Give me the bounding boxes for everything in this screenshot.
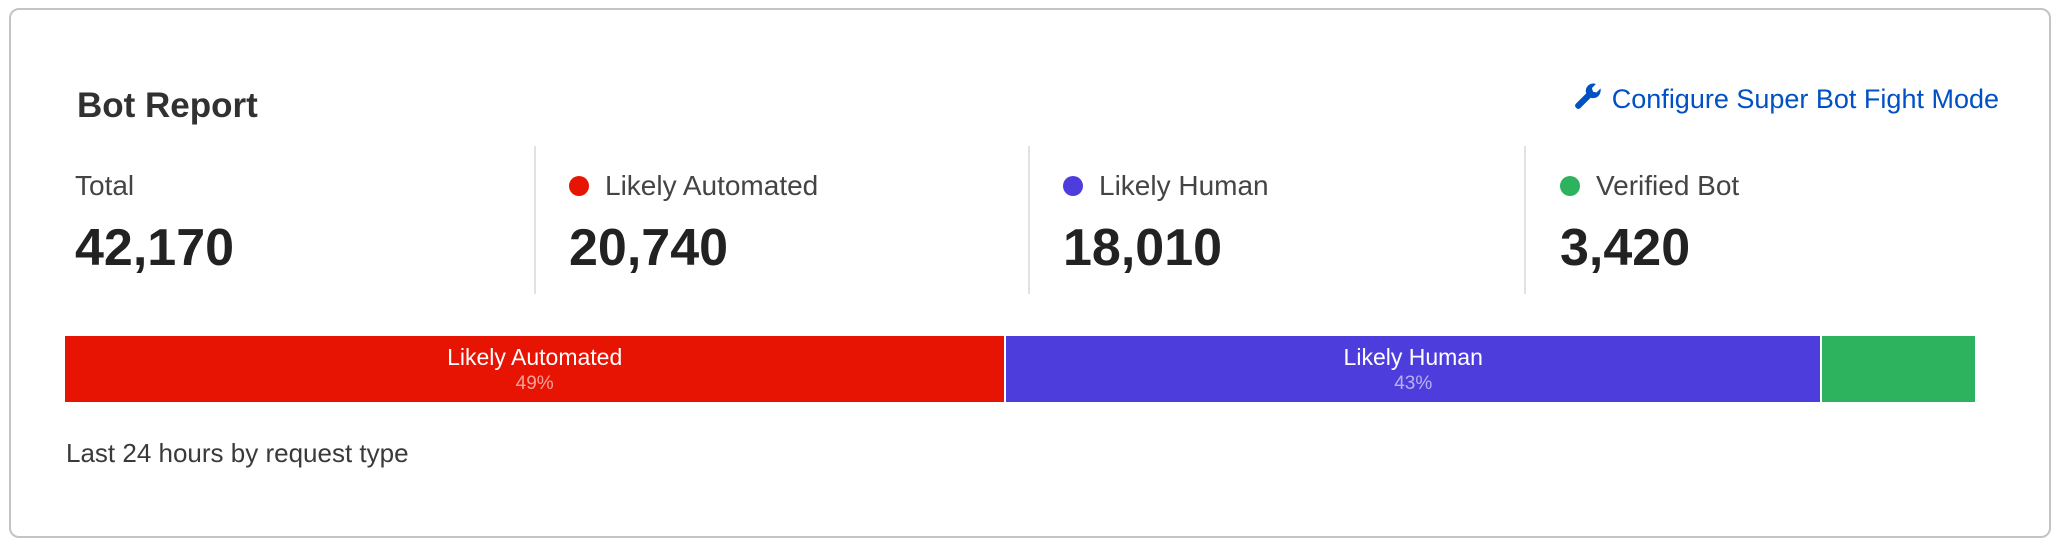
stat-value: 3,420 xyxy=(1560,219,1691,277)
bar-segment[interactable]: Likely Human 43% xyxy=(1004,336,1821,402)
blue-dot-icon xyxy=(1063,176,1083,196)
segment-percent: 43% xyxy=(1394,373,1433,394)
footer-caption: Last 24 hours by request type xyxy=(66,438,409,468)
wrench-icon xyxy=(1574,82,1602,117)
stat-label: Verified Bot xyxy=(1596,170,1740,201)
configure-super-bot-fight-mode-link[interactable]: Configure Super Bot Fight Mode xyxy=(1574,82,1999,117)
green-dot-icon xyxy=(1560,176,1580,196)
red-dot-icon xyxy=(569,176,589,196)
configure-link-label: Configure Super Bot Fight Mode xyxy=(1611,84,1999,114)
divider xyxy=(534,146,536,294)
segment-label: Likely Human xyxy=(1343,344,1483,370)
bar-segment[interactable] xyxy=(1820,336,1975,402)
segment-label: Likely Automated xyxy=(447,344,623,370)
divider xyxy=(1524,146,1526,294)
divider xyxy=(1028,146,1030,294)
stat-label: Likely Automated xyxy=(605,170,819,201)
stat-label: Likely Human xyxy=(1099,170,1269,201)
stats-row: Total 42,170 Likely Automated 20,740 Lik… xyxy=(0,146,2062,294)
stat-label: Total xyxy=(75,170,135,201)
stat-value: 20,740 xyxy=(569,219,729,277)
stacked-bar-chart: Likely Automated 49% Likely Human 43% xyxy=(65,336,1975,402)
stat-value: 42,170 xyxy=(75,219,235,277)
stat-value: 18,010 xyxy=(1063,219,1223,277)
bot-report-card: Bot Report Configure Super Bot Fight Mod… xyxy=(9,8,2051,538)
bar-segment[interactable]: Likely Automated 49% xyxy=(65,336,1005,402)
segment-percent: 49% xyxy=(515,373,554,394)
card-title: Bot Report xyxy=(77,86,258,125)
